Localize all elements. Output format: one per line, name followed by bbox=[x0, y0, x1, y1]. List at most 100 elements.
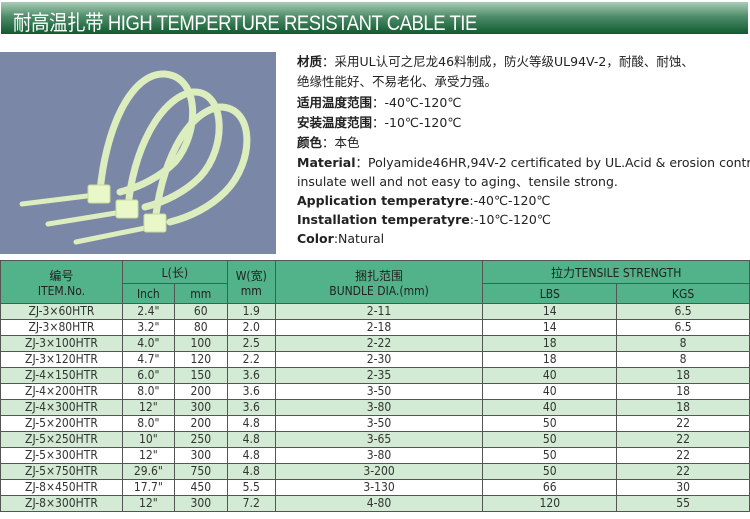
cell-item: ZJ-3×80HTR bbox=[0, 319, 123, 336]
en-material-text: ：Polyamide46HR,94V-2 certificated by UL.… bbox=[355, 155, 750, 171]
cn-app-temp-value: ：-40℃-120℃ bbox=[372, 94, 462, 110]
table-row: ZJ-8×300HTR 12" 300 7.2 4-80 120 55 bbox=[0, 495, 750, 512]
en-app-temp-value: :-40℃-120℃ bbox=[469, 193, 551, 209]
cell-lbs: 18 bbox=[482, 351, 618, 368]
cell-item: ZJ-4×200HTR bbox=[0, 383, 123, 400]
cell-item: ZJ-5×750HTR bbox=[0, 463, 123, 480]
cell-lbs: 50 bbox=[482, 447, 618, 464]
cell-mm: 60 bbox=[173, 303, 228, 320]
table-row: ZJ-3×120HTR 4.7" 120 2.2 2-30 18 8 bbox=[0, 351, 750, 368]
cell-item: ZJ-5×200HTR bbox=[0, 415, 123, 432]
cell-kgs: 6.5 bbox=[616, 303, 750, 320]
cell-bundle: 4-80 bbox=[274, 495, 484, 512]
cell-inch: 12" bbox=[121, 447, 175, 464]
cell-lbs: 50 bbox=[482, 431, 618, 448]
cell-bundle: 2-11 bbox=[274, 303, 484, 320]
cell-item: ZJ-8×450HTR bbox=[0, 479, 123, 496]
header-bundle: 捆扎范围 BUNDLE DIA.(mm) bbox=[274, 260, 484, 304]
cell-inch: 4.0" bbox=[121, 335, 175, 352]
cell-bundle: 2-18 bbox=[274, 319, 484, 336]
cell-lbs: 50 bbox=[482, 463, 618, 480]
cell-lbs: 66 bbox=[482, 479, 618, 496]
cn-color-value: ：本色 bbox=[322, 135, 360, 151]
cell-mm: 200 bbox=[173, 415, 228, 432]
cell-mm: 150 bbox=[173, 367, 228, 384]
cell-item: ZJ-8×300HTR bbox=[0, 495, 123, 512]
table-row: ZJ-5×250HTR 10" 250 4.8 3-65 50 22 bbox=[0, 431, 750, 448]
cell-bundle: 2-35 bbox=[274, 367, 484, 384]
en-app-temp-label: Application temperatyre bbox=[297, 193, 470, 209]
cell-mm: 120 bbox=[173, 351, 228, 368]
cell-width: 5.5 bbox=[226, 479, 276, 496]
cell-width: 4.8 bbox=[226, 431, 276, 448]
cell-kgs: 8 bbox=[616, 351, 750, 368]
cell-kgs: 22 bbox=[616, 415, 750, 432]
cn-inst-temp-label: 安装温度范围 bbox=[297, 114, 373, 130]
cell-lbs: 120 bbox=[482, 495, 618, 512]
en-inst-temp-value: :-10℃-120℃ bbox=[469, 212, 551, 228]
cell-item: ZJ-5×250HTR bbox=[0, 431, 123, 448]
cell-inch: 6.0" bbox=[121, 367, 175, 384]
en-material-text-2: insulate well and not easy to aging、tens… bbox=[297, 174, 618, 190]
cell-kgs: 18 bbox=[616, 383, 750, 400]
header-inch: Inch bbox=[121, 283, 175, 304]
cell-bundle: 3-80 bbox=[274, 447, 484, 464]
cell-bundle: 2-22 bbox=[274, 335, 484, 352]
cell-inch: 12" bbox=[121, 399, 175, 416]
table-row: ZJ-3×60HTR 2.4" 60 1.9 2-11 14 6.5 bbox=[0, 303, 750, 320]
cell-kgs: 8 bbox=[616, 335, 750, 352]
cell-item: ZJ-3×60HTR bbox=[0, 303, 123, 320]
cell-width: 4.8 bbox=[226, 463, 276, 480]
cell-inch: 3.2" bbox=[121, 319, 175, 336]
cell-inch: 17.7" bbox=[121, 479, 175, 496]
product-description: 材质：采用UL认可之尼龙46料制成，防火等级UL94V-2，耐酸、耐蚀、 绝缘性… bbox=[297, 52, 750, 248]
spec-table: 编号 ITEM.No. L(长) W(宽) mm 捆扎范围 BUNDLE DIA.(m… bbox=[0, 260, 750, 512]
cell-inch: 8.0" bbox=[121, 415, 175, 432]
cell-kgs: 18 bbox=[616, 399, 750, 416]
cell-kgs: 30 bbox=[616, 479, 750, 496]
cell-bundle: 3-50 bbox=[274, 383, 484, 400]
en-inst-temp-label: Installation temperatyre bbox=[297, 212, 470, 228]
cell-inch: 2.4" bbox=[121, 303, 175, 320]
cell-mm: 80 bbox=[173, 319, 228, 336]
cell-item: ZJ-4×300HTR bbox=[0, 399, 123, 416]
en-color-value: :Natural bbox=[333, 231, 385, 247]
table-row: ZJ-5×750HTR 29.6" 750 4.8 3-200 50 22 bbox=[0, 463, 750, 480]
cell-bundle: 3-50 bbox=[274, 415, 484, 432]
cell-kgs: 22 bbox=[616, 431, 750, 448]
cn-color-label: 颜色 bbox=[297, 135, 323, 151]
cell-item: ZJ-3×100HTR bbox=[0, 335, 123, 352]
cell-mm: 200 bbox=[173, 383, 228, 400]
header-tensile: 拉力TENSILE STRENGTH bbox=[482, 260, 750, 284]
title-bar: 耐高温扎带 HIGH TEMPERTURE RESISTANT CABLE TI… bbox=[1, 2, 748, 35]
cn-material-text-2: 绝缘性能好、不易老化、承受力强。 bbox=[297, 74, 498, 90]
cell-bundle: 3-80 bbox=[274, 399, 484, 416]
header-width: W(宽) mm bbox=[226, 260, 276, 304]
cell-width: 4.8 bbox=[226, 447, 276, 464]
cell-inch: 29.6" bbox=[121, 463, 175, 480]
cell-mm: 450 bbox=[173, 479, 228, 496]
cell-item: ZJ-5×300HTR bbox=[0, 447, 123, 464]
cell-inch: 10" bbox=[121, 431, 175, 448]
cell-bundle: 2-30 bbox=[274, 351, 484, 368]
cell-mm: 750 bbox=[173, 463, 228, 480]
cell-width: 7.2 bbox=[226, 495, 276, 512]
cell-inch: 8.0" bbox=[121, 383, 175, 400]
header-length: L(长) bbox=[121, 260, 228, 284]
cell-bundle: 3-200 bbox=[274, 463, 484, 480]
cell-width: 4.8 bbox=[226, 415, 276, 432]
cell-bundle: 3-130 bbox=[274, 479, 484, 496]
table-row: ZJ-4×300HTR 12" 300 3.6 3-80 40 18 bbox=[0, 399, 750, 416]
cell-lbs: 40 bbox=[482, 399, 618, 416]
cell-width: 1.9 bbox=[226, 303, 276, 320]
cell-inch: 4.7" bbox=[121, 351, 175, 368]
cable-ties-image bbox=[0, 52, 276, 254]
table-row: ZJ-4×200HTR 8.0" 200 3.6 3-50 40 18 bbox=[0, 383, 750, 400]
cn-material-label: 材质 bbox=[297, 54, 323, 69]
table-row: ZJ-5×200HTR 8.0" 200 4.8 3-50 50 22 bbox=[0, 415, 750, 432]
cell-lbs: 50 bbox=[482, 415, 618, 432]
cell-lbs: 18 bbox=[482, 335, 618, 352]
table-row: ZJ-4×150HTR 6.0" 150 3.6 2-35 40 18 bbox=[0, 367, 750, 384]
cell-item: ZJ-3×120HTR bbox=[0, 351, 123, 368]
table-row: ZJ-3×80HTR 3.2" 80 2.0 2-18 14 6.5 bbox=[0, 319, 750, 336]
